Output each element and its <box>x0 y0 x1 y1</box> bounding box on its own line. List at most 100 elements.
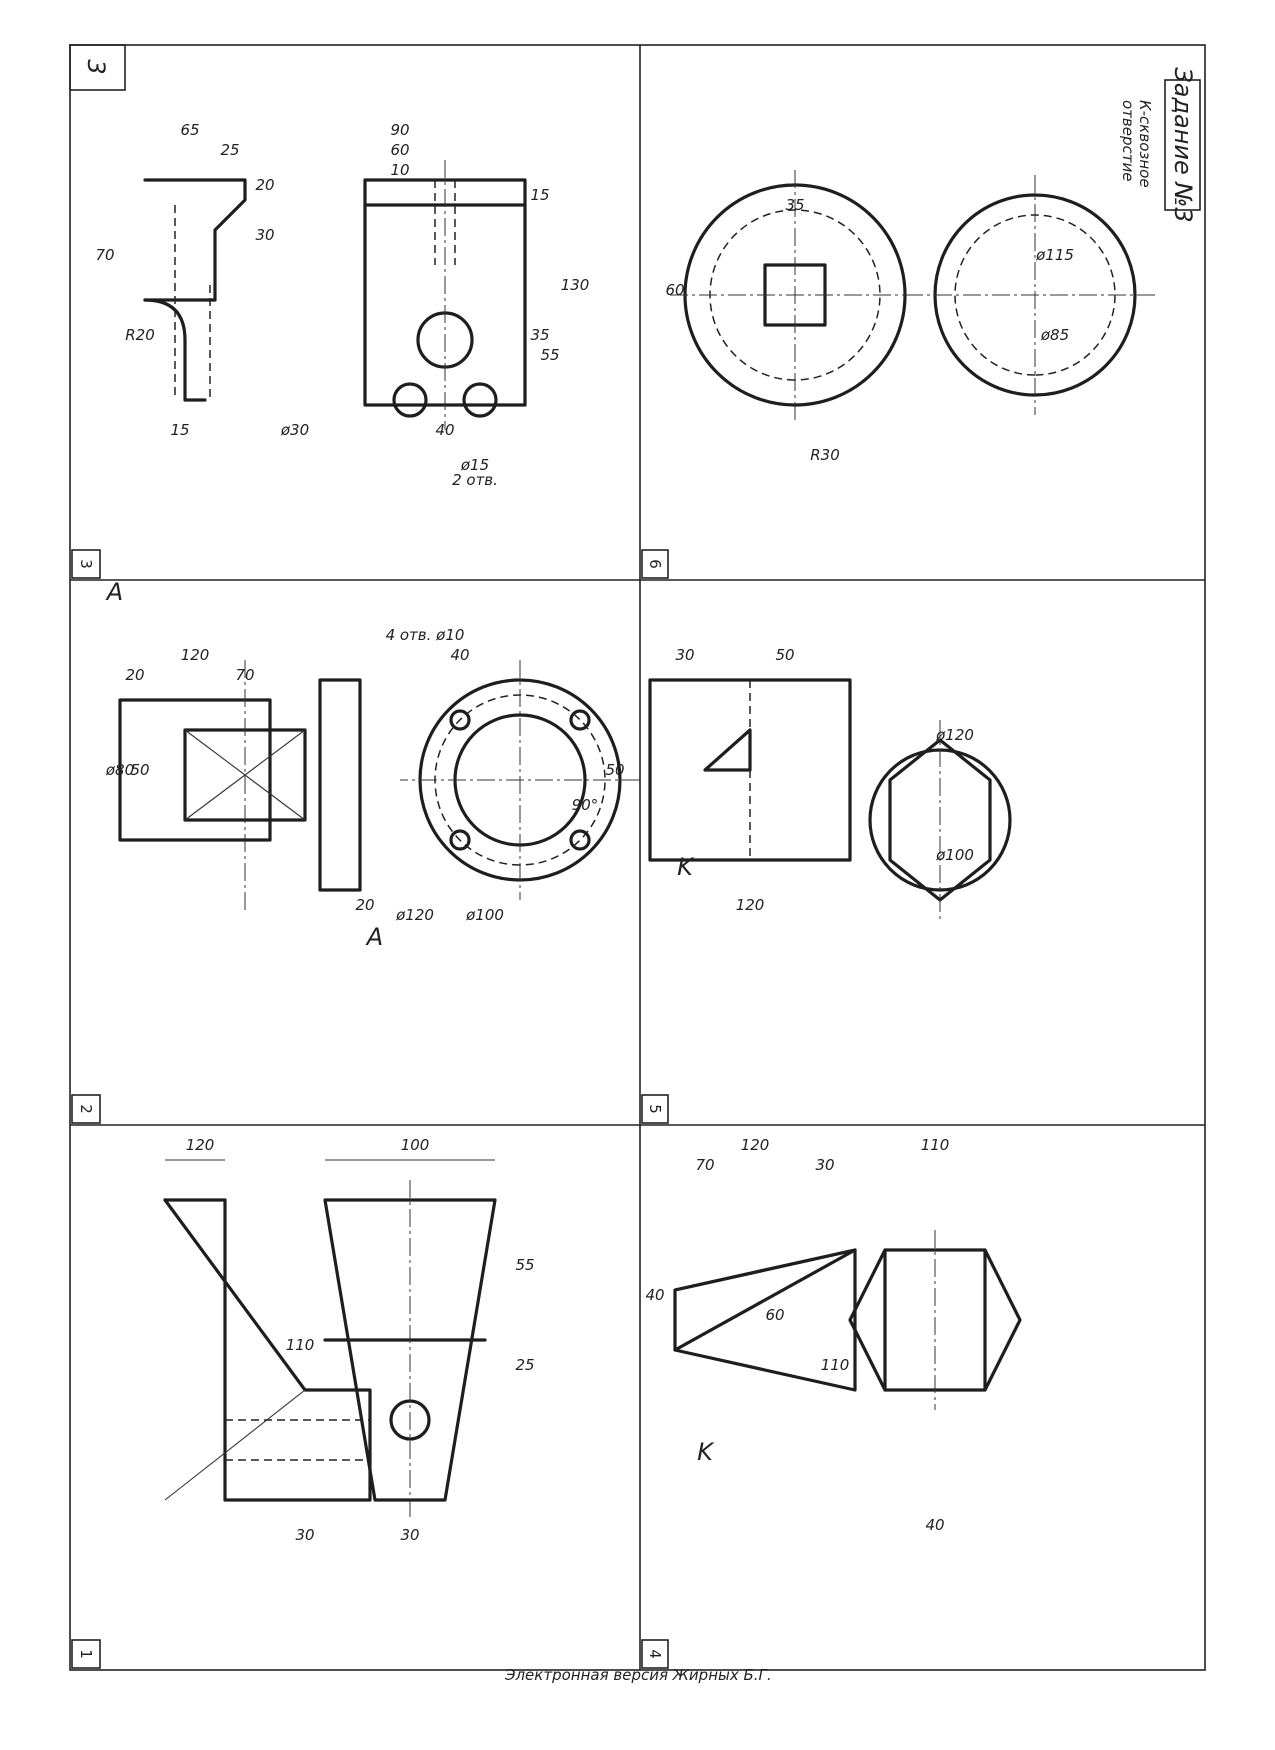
outer-frame <box>69 44 1206 1671</box>
p4-dim-110a: 110 <box>821 1356 850 1374</box>
p4-dim-40a: 40 <box>645 1286 664 1304</box>
p2-dim-20b: 20 <box>355 896 374 914</box>
p5-dim-120: 120 <box>736 896 765 914</box>
p3-dim-30: 30 <box>255 226 274 244</box>
p4-dim-30: 30 <box>815 1156 834 1174</box>
p2-dim-70: 70 <box>235 666 254 684</box>
p1-front-view <box>323 1198 497 1502</box>
panel-number-box-1 <box>71 1639 101 1669</box>
panel-number-6: 6 <box>646 559 664 569</box>
watermark: Электронная версия Жирных Б.Г. <box>504 1666 772 1684</box>
p1-dim-30a: 30 <box>400 1526 419 1544</box>
corner-number-box <box>69 44 126 91</box>
p1-dim-30b: 30 <box>295 1526 314 1544</box>
p6-dim-35: 35 <box>785 196 804 214</box>
p2-dim-50: 50 <box>130 761 149 779</box>
p3-dim-15b: 15 <box>530 186 549 204</box>
p3-dim-15a: 15 <box>170 421 189 439</box>
p5-label-k: K <box>677 853 695 881</box>
rotated-sheet: 1 2 3 4 5 6 3 120 100 110 55 <box>69 44 1206 1684</box>
panel-number-box-4 <box>641 1639 669 1669</box>
p3-dim-70: 70 <box>95 246 114 264</box>
p1-side-view <box>163 1198 372 1502</box>
p5-dim-50a: 50 <box>775 646 794 664</box>
p3-dim-2holes: 2 отв. <box>452 471 498 489</box>
p1-dim-25: 25 <box>515 1356 534 1374</box>
panel-number-2: 2 <box>77 1104 95 1114</box>
p3-dim-10: 10 <box>390 161 409 179</box>
p6-dim-115dia: ø115 <box>1035 246 1074 264</box>
p6-dim-r30: R30 <box>810 446 840 464</box>
p2-bolt-hole-1 <box>449 709 471 731</box>
panel-number-5: 5 <box>646 1104 664 1114</box>
p3-hole-15b <box>392 382 428 418</box>
p2-bolt-hole-2 <box>449 829 471 851</box>
p2-dim-90deg: 90° <box>572 796 599 814</box>
p3-side-fillet <box>143 298 207 402</box>
p5-dim-30: 30 <box>675 646 694 664</box>
panel-6: 35 60 R30 ø115 ø85 <box>665 170 1155 464</box>
p3-dim-15dia: ø15 <box>460 456 489 474</box>
p1-dim-110: 110 <box>286 1336 315 1354</box>
p4-dim-120: 120 <box>741 1136 770 1154</box>
p2-dim-20a: 20 <box>125 666 144 684</box>
panel-1: 120 100 110 55 25 30 30 <box>163 1136 535 1544</box>
p6-dim-85dia: ø85 <box>1040 326 1069 344</box>
assignment-title: Задание №3 <box>1169 67 1197 222</box>
title-box <box>1164 79 1201 211</box>
p2-bolt-hole-3 <box>569 709 591 731</box>
p3-dim-r20: R20 <box>125 326 155 344</box>
p2-dim-80: ø80 <box>105 761 134 779</box>
p3-dim-55: 55 <box>540 346 559 364</box>
p2-dim-120: 120 <box>181 646 210 664</box>
corner-number: 3 <box>82 59 110 74</box>
panel-number-4: 4 <box>646 1649 664 1659</box>
p5-cone <box>703 728 752 772</box>
panel-5: 30 50 50 120 K ø120 ø100 <box>605 646 1012 920</box>
p1-side-edge <box>164 1389 306 1501</box>
p3-side-profile <box>143 178 247 302</box>
p4-dim-70: 70 <box>695 1156 714 1174</box>
p2-bolt-hole-4 <box>569 829 591 851</box>
p2-dim-120dia: ø120 <box>395 906 434 924</box>
p1-dim-120: 120 <box>186 1136 215 1154</box>
p6-dim-60: 60 <box>665 281 684 299</box>
p5-dim-120dia: ø120 <box>935 726 974 744</box>
p2-body <box>118 698 272 842</box>
p3-dim-40: 40 <box>435 421 454 439</box>
p2-flange <box>318 678 362 892</box>
p3-dim-130: 130 <box>561 276 590 294</box>
panel-number-box-2 <box>71 1094 101 1124</box>
p3-dim-35: 35 <box>530 326 549 344</box>
p3-dim-20: 20 <box>255 176 274 194</box>
p2-section-a-top: A <box>105 578 123 606</box>
p3-dim-30dia: ø30 <box>280 421 309 439</box>
p4-label-k: K <box>697 1438 715 1466</box>
p4-dim-40b: 40 <box>925 1516 944 1534</box>
p3-dim-90: 90 <box>390 121 409 139</box>
p2-dim-100dia: ø100 <box>465 906 504 924</box>
p2-dim-holes: 4 отв. ø10 <box>386 626 465 644</box>
p2-dim-40: 40 <box>450 646 469 664</box>
p3-dim-25: 25 <box>220 141 239 159</box>
panel-number-box-3 <box>71 549 101 579</box>
p1-dim-55: 55 <box>515 1256 534 1274</box>
p4-dim-60: 60 <box>765 1306 784 1324</box>
panel-2: 120 70 20 ø80 50 20 40 4 отв. ø10 90° ø1… <box>105 578 640 951</box>
note-line2: отверстие <box>1119 100 1137 181</box>
p3-dim-65: 65 <box>180 121 199 139</box>
p5-dim-100dia: ø100 <box>935 846 974 864</box>
note-line1: К-сквозное <box>1136 100 1154 188</box>
p2-section-a-bottom: A <box>365 923 383 951</box>
p4-dim-110b: 110 <box>921 1136 950 1154</box>
panel-number-box-6 <box>641 549 669 579</box>
panel-number-1: 1 <box>77 1649 95 1659</box>
p1-dim-100: 100 <box>401 1136 430 1154</box>
panel-4: 120 70 30 40 60 110 110 40 K <box>645 1136 1022 1534</box>
panel-number-box-5 <box>641 1094 669 1124</box>
p3-dim-60: 60 <box>390 141 409 159</box>
p5-dim-50b: 50 <box>605 761 624 779</box>
panel-number-3: 3 <box>77 559 95 569</box>
panel-3: 65 25 90 60 10 20 30 70 15 R20 15 ø30 35… <box>95 121 589 489</box>
